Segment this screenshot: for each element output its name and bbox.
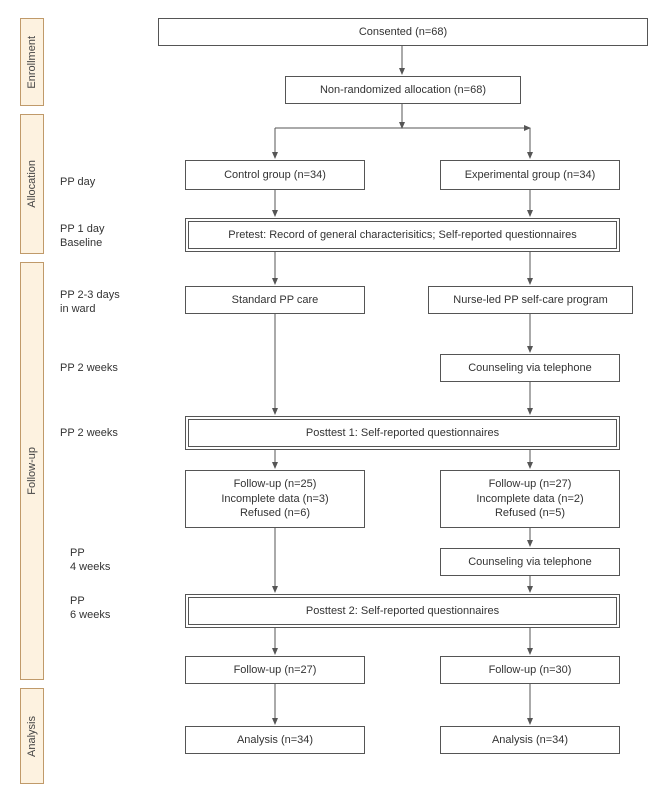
box-counsel2: Counseling via telephone [440, 548, 620, 576]
box-consented: Consented (n=68) [158, 18, 648, 46]
box-nurseled: Nurse-led PP self-care program [428, 286, 633, 314]
flowchart: Enrollment Allocation Follow-up Analysis… [10, 10, 660, 796]
time-pp2weeks2: PP 2 weeks [60, 426, 118, 440]
phase-enrollment: Enrollment [20, 18, 44, 106]
time-pp6weeks: PP 6 weeks [70, 594, 110, 623]
phase-followup-text: Follow-up [26, 447, 38, 495]
time-pp4weeks: PP 4 weeks [70, 546, 110, 575]
box-fu2-right: Follow-up (n=30) [440, 656, 620, 684]
box-analysis-left: Analysis (n=34) [185, 726, 365, 754]
phase-analysis: Analysis [20, 688, 44, 784]
box-posttest1: Posttest 1: Self-reported questionnaires [185, 416, 620, 450]
phase-enrollment-text: Enrollment [26, 36, 38, 89]
box-standard-care: Standard PP care [185, 286, 365, 314]
box-fu1-right: Follow-up (n=27) Incomplete data (n=2) R… [440, 470, 620, 528]
time-pp-day: PP day [60, 175, 95, 189]
box-nonrandom: Non-randomized allocation (n=68) [285, 76, 521, 104]
box-control: Control group (n=34) [185, 160, 365, 190]
box-fu1-left: Follow-up (n=25) Incomplete data (n=3) R… [185, 470, 365, 528]
box-counsel1: Counseling via telephone [440, 354, 620, 382]
phase-allocation-text: Allocation [26, 160, 38, 208]
time-pp23days: PP 2-3 days in ward [60, 288, 120, 317]
phase-analysis-text: Analysis [26, 716, 38, 757]
box-analysis-right: Analysis (n=34) [440, 726, 620, 754]
time-pp2weeks: PP 2 weeks [60, 361, 118, 375]
phase-followup: Follow-up [20, 262, 44, 680]
phase-allocation: Allocation [20, 114, 44, 254]
box-experimental: Experimental group (n=34) [440, 160, 620, 190]
time-pp1day: PP 1 day Baseline [60, 222, 104, 251]
box-fu2-left: Follow-up (n=27) [185, 656, 365, 684]
box-posttest2: Posttest 2: Self-reported questionnaires [185, 594, 620, 628]
box-pretest: Pretest: Record of general characterisit… [185, 218, 620, 252]
